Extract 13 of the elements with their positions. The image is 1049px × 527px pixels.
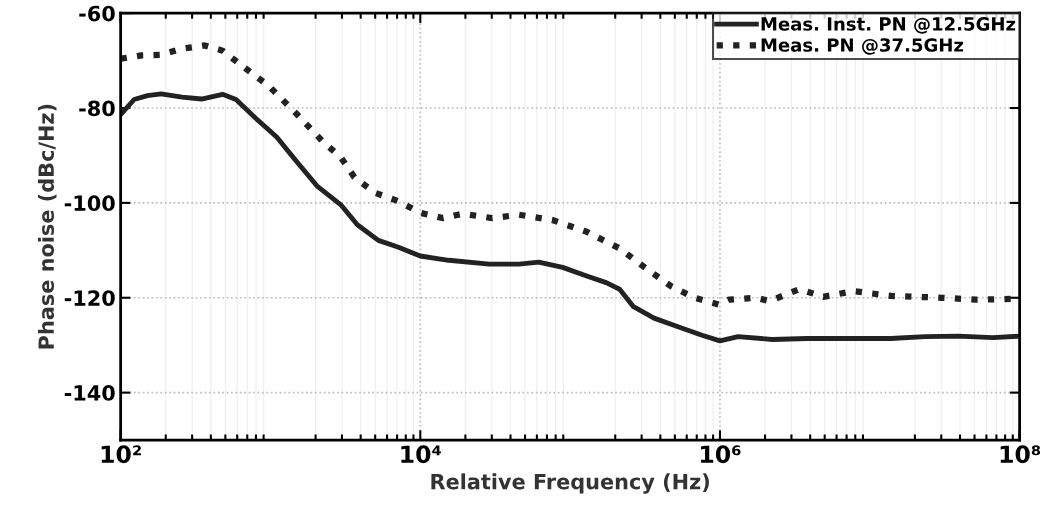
legend-label: Meas. PN @37.5GHz	[761, 38, 964, 55]
y-tick-label: -140	[64, 385, 115, 401]
y-tick-label: -80	[79, 100, 115, 117]
x-tick-label: 10⁸	[1000, 445, 1041, 464]
y-tick-label: -120	[64, 290, 115, 306]
x-tick-label: 10²	[101, 445, 141, 464]
y-tick-label: -60	[79, 5, 115, 22]
x-axis-title: Relative Frequency (Hz)	[431, 473, 709, 494]
x-tick-label: 10⁶	[701, 445, 741, 464]
text: Meas. Inst. PN @12.5GHz	[761, 17, 1016, 34]
x-tick-label: 10⁴	[401, 445, 441, 464]
y-tick-label: -100	[64, 195, 115, 212]
y-axis-title: Phase noise (dBc/Hz)	[37, 104, 57, 349]
